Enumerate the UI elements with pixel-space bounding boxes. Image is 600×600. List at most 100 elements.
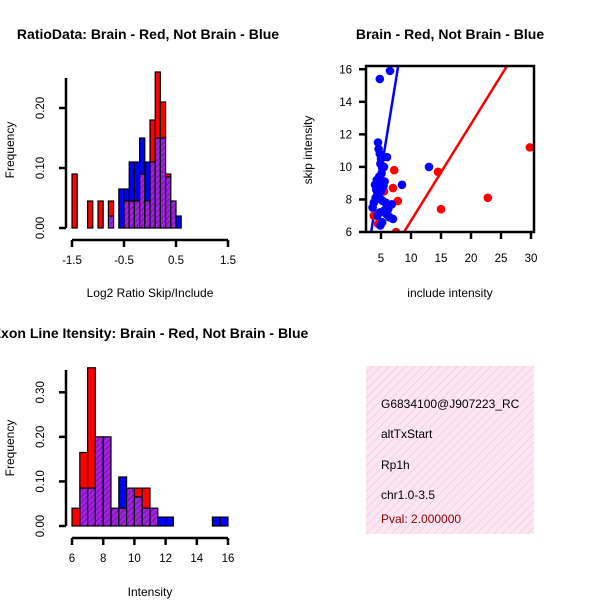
overlap-bar bbox=[118, 507, 128, 527]
overlap-bar bbox=[133, 200, 141, 229]
not-brain-bar bbox=[144, 161, 151, 202]
brain-bar bbox=[159, 101, 167, 139]
overlap-bar bbox=[107, 215, 115, 229]
overlap-bar bbox=[139, 173, 146, 229]
y-tick-label: 6 bbox=[346, 227, 352, 239]
info-gene: Rp1h bbox=[381, 458, 410, 472]
x-tick-label: 10 bbox=[128, 553, 141, 565]
not-brain-point bbox=[380, 177, 389, 186]
ratio-hist-xlabel: Log2 Ratio Skip/Include bbox=[87, 286, 214, 300]
not-brain-point bbox=[376, 221, 385, 230]
not-brain-bar bbox=[123, 188, 130, 202]
x-tick-label: 5 bbox=[378, 253, 384, 265]
not-brain-point bbox=[368, 203, 377, 212]
x-tick-label: 1.5 bbox=[220, 255, 236, 267]
x-tick-label: 16 bbox=[222, 553, 235, 565]
overlap-bar bbox=[110, 507, 120, 527]
brain-bar bbox=[154, 71, 161, 139]
y-tick-label: 12 bbox=[339, 129, 352, 141]
brain-point bbox=[525, 143, 534, 152]
overlap-bar bbox=[154, 137, 161, 229]
ratio-hist-ylabel: Frequency bbox=[3, 122, 17, 179]
y-tick-label: 16 bbox=[339, 64, 352, 76]
y-tick-label: 10 bbox=[339, 162, 352, 174]
scatter-title: Brain - Red, Not Brain - Blue bbox=[356, 26, 544, 42]
x-tick-label: 15 bbox=[435, 253, 448, 265]
brain-point bbox=[436, 204, 446, 214]
x-tick-label: -1.5 bbox=[62, 255, 82, 267]
info-background bbox=[366, 366, 534, 534]
y-tick-label: 0.10 bbox=[35, 157, 47, 179]
scatter-plot: Brain - Red, Not Brain - Blue 5 10 15 20 25 3… bbox=[301, 26, 544, 300]
y-tick-label: 8 bbox=[346, 194, 352, 206]
scatter-xlabel: include intensity bbox=[407, 286, 492, 300]
not-brain-bar bbox=[157, 516, 167, 527]
scatter-ylabel: skip intensity bbox=[301, 116, 315, 185]
brain-bar bbox=[107, 200, 115, 217]
x-tick-label: 20 bbox=[465, 253, 478, 265]
not-brain-bar bbox=[175, 215, 182, 229]
not-brain-bar bbox=[165, 516, 175, 527]
not-brain-point bbox=[373, 211, 382, 221]
not-brain-bar bbox=[133, 161, 141, 202]
y-tick-label: 0.20 bbox=[35, 97, 47, 119]
not-brain-point bbox=[388, 214, 398, 224]
not-brain-point bbox=[397, 180, 407, 190]
intensity-hist-xlabel: Intensity bbox=[128, 585, 173, 599]
overlap-bar bbox=[149, 161, 156, 229]
y-tick-label: 0.10 bbox=[35, 470, 47, 492]
y-tick-label: 14 bbox=[339, 97, 352, 109]
not-brain-bar bbox=[139, 137, 146, 175]
x-tick-label: 8 bbox=[100, 553, 106, 565]
brain-bar bbox=[86, 367, 96, 489]
not-brain-bar bbox=[211, 516, 221, 527]
info-panel: G6834100@J907223_RC altTxStart Rp1h chr1… bbox=[366, 366, 534, 534]
not-brain-bar bbox=[219, 516, 229, 527]
not-brain-bar bbox=[128, 161, 135, 202]
overlap-bar bbox=[170, 200, 177, 229]
y-tick-label: 0.20 bbox=[35, 426, 47, 448]
x-tick-label: 14 bbox=[190, 553, 203, 565]
brain-bar bbox=[71, 173, 78, 229]
brain-bar bbox=[133, 487, 143, 498]
overlap-bar bbox=[141, 507, 151, 527]
brain-bar bbox=[71, 507, 81, 527]
overlap-bar bbox=[125, 487, 135, 527]
brain-point bbox=[483, 193, 493, 203]
info-location: chr1.0-3.5 bbox=[381, 488, 435, 502]
brain-bar bbox=[97, 200, 104, 229]
info-id: G6834100@J907223_RC bbox=[381, 397, 520, 411]
overlap-bar bbox=[123, 200, 130, 229]
x-tick-label: 25 bbox=[495, 253, 508, 265]
overlap-bar bbox=[86, 487, 96, 527]
brain-point bbox=[389, 165, 399, 175]
overlap-bar bbox=[159, 137, 167, 229]
overlap-bar bbox=[149, 507, 159, 527]
not-brain-point bbox=[387, 200, 397, 209]
brain-point bbox=[433, 167, 443, 177]
not-brain-bar bbox=[118, 188, 125, 229]
intensity-hist-ylabel: Frequency bbox=[3, 420, 17, 477]
ratio-histogram: RatioData: Brain - Red, Not Brain - Blue… bbox=[3, 26, 279, 300]
brain-bar bbox=[149, 119, 156, 163]
overlap-bar bbox=[94, 436, 104, 527]
brain-bar bbox=[79, 451, 89, 489]
y-tick-label: 0.30 bbox=[35, 381, 47, 403]
ratio-hist-title: RatioData: Brain - Red, Not Brain - Blue bbox=[17, 26, 279, 42]
intensity-hist-title: Exon Line Itensity: Brain - Red, Not Bra… bbox=[0, 325, 309, 341]
info-pval: Pval: 2.000000 bbox=[381, 512, 461, 526]
brain-point bbox=[388, 183, 398, 193]
x-tick-label: -0.5 bbox=[114, 255, 134, 267]
brain-bar bbox=[86, 200, 94, 229]
overlap-bar bbox=[133, 496, 143, 527]
not-brain-point bbox=[373, 138, 383, 147]
not-brain-point bbox=[424, 162, 434, 172]
intensity-histogram: Exon Line Itensity: Brain - Red, Not Bra… bbox=[0, 325, 309, 599]
x-tick-label: 10 bbox=[405, 253, 418, 265]
overlap-bar bbox=[128, 200, 135, 229]
y-tick-label: 0.00 bbox=[35, 217, 47, 239]
scatter-frame bbox=[364, 64, 536, 234]
overlap-bar bbox=[79, 487, 89, 527]
x-tick-label: 0.5 bbox=[168, 255, 184, 267]
